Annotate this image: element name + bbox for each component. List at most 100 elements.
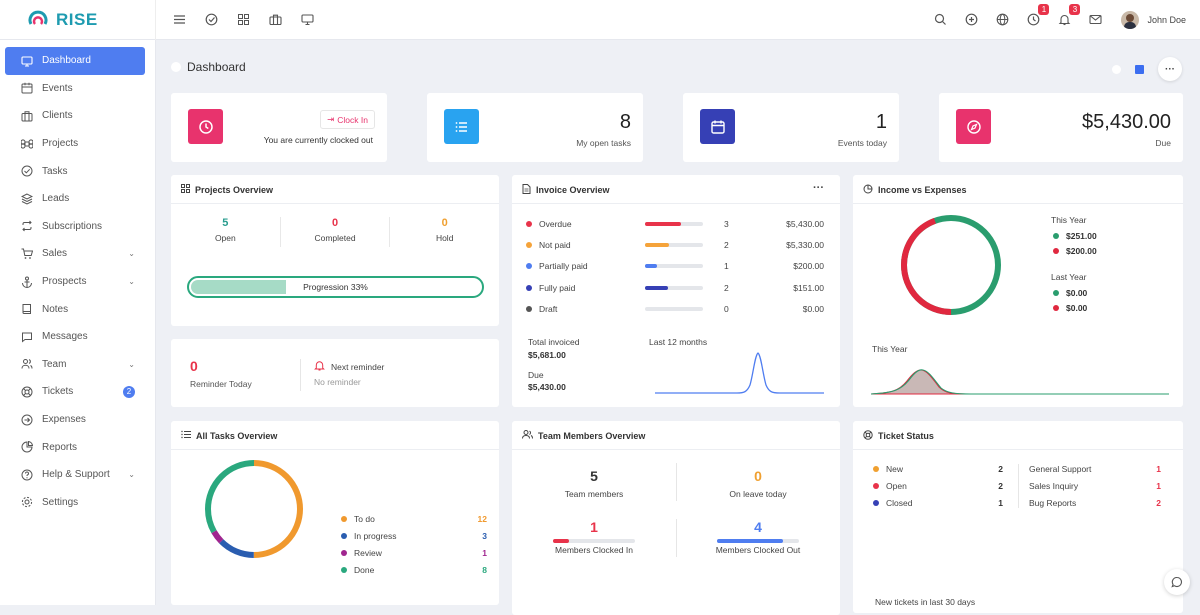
sidebar-item-label: Help & Support (42, 469, 110, 481)
users-icon (21, 358, 33, 370)
sidebar-item-projects[interactable]: Projects (5, 130, 145, 158)
invoice-row-bar (645, 285, 703, 290)
ticket-status-closed[interactable]: Closed (873, 498, 912, 508)
calendar-icon (21, 82, 33, 94)
sidebar-item-leads[interactable]: Leads (5, 185, 145, 213)
ticket-type-label[interactable]: Bug Reports (1029, 498, 1077, 508)
ticket-type-count: 1 (1156, 481, 1161, 491)
income-expenses-header: Income vs Expenses (863, 184, 967, 196)
more-options-button[interactable]: ··· (1158, 57, 1182, 81)
invoice-row-draft[interactable]: Draft (526, 304, 557, 314)
layers-icon (21, 193, 33, 205)
monitor-icon[interactable] (294, 7, 320, 33)
chevron-down-icon[interactable]: ⌄ (128, 359, 135, 369)
ticket-status-count: 1 (998, 498, 1003, 508)
ticket-type-label[interactable]: General Support (1029, 464, 1092, 474)
sidebar-item-team[interactable]: Team ⌄ (5, 351, 145, 379)
events-today-value: 1 (875, 111, 887, 133)
search-icon[interactable] (927, 7, 953, 33)
lifebuoy-icon (863, 430, 873, 442)
sidebar-item-clients[interactable]: Clients (5, 102, 145, 130)
sidebar-item-label: Sales (42, 248, 68, 260)
task-status-review[interactable]: Review (341, 548, 382, 558)
invoice-row-overdue[interactable]: Overdue (526, 219, 572, 229)
sidebar-item-help-support[interactable]: Help & Support ⌄ (5, 461, 145, 489)
invoice-row-bar (645, 243, 703, 248)
sidebar-item-tickets[interactable]: Tickets 2 (5, 378, 145, 406)
projects-overview-header: Projects Overview (181, 184, 273, 195)
projects-progress-fill (191, 280, 286, 294)
chevron-down-icon[interactable]: ⌄ (128, 277, 135, 287)
monitor-icon (21, 55, 33, 67)
sidebar-item-reports[interactable]: Reports (5, 433, 145, 461)
sidebar-item-sales[interactable]: Sales ⌄ (5, 240, 145, 268)
sign-in-icon: ⇥ (327, 114, 335, 124)
chevron-down-icon[interactable]: ⌄ (128, 249, 135, 259)
mail-icon[interactable] (1082, 7, 1108, 33)
project-stat-0[interactable]: 5 Open (171, 217, 281, 247)
sidebar-item-messages[interactable]: Messages (5, 323, 145, 351)
ticket-type-label[interactable]: Sales Inquiry (1029, 481, 1079, 491)
invoice-row-label: Fully paid (539, 282, 576, 293)
this-year-income-value: $251.00 (1066, 231, 1097, 241)
project-stat-2[interactable]: 0 Hold (390, 217, 499, 247)
due-value: $5,430.00 (1082, 111, 1171, 133)
sidebar-item-subscriptions[interactable]: Subscriptions (5, 213, 145, 241)
clock-icon[interactable]: 1 (1020, 3, 1050, 33)
ticket-status-open[interactable]: Open (873, 481, 907, 491)
project-stat-value: 5 (222, 217, 229, 229)
invoice-more-button[interactable]: ··· (813, 182, 824, 194)
clock-status: You are currently clocked out (263, 135, 373, 145)
invoice-row-partially-paid[interactable]: Partially paid (526, 261, 588, 271)
brand-logo-icon (28, 10, 48, 25)
grid-icon[interactable] (230, 7, 256, 33)
sidebar-item-expenses[interactable]: Expenses (5, 406, 145, 434)
briefcase-icon[interactable] (262, 7, 288, 33)
sidebar-item-events[interactable]: Events (5, 75, 145, 103)
last-year-expense-value: $0.00 (1066, 303, 1088, 313)
sidebar-item-dashboard[interactable]: Dashboard (5, 47, 145, 75)
due-card[interactable]: $5,430.00 Due (939, 93, 1183, 162)
ticket-status-new[interactable]: New (873, 464, 903, 474)
sidebar-item-tasks[interactable]: Tasks (5, 157, 145, 185)
users-icon (522, 430, 533, 441)
user-menu[interactable]: John Doe (1121, 10, 1186, 29)
clock-in-button[interactable]: ⇥ Clock In (320, 110, 375, 129)
plus-circle-icon[interactable] (958, 7, 984, 33)
clock-card: ⇥ Clock In You are currently clocked out (171, 93, 387, 162)
task-status-in-progress[interactable]: In progress (341, 531, 397, 541)
compass-icon (956, 109, 991, 144)
pie-icon (863, 184, 873, 196)
open-tasks-label: My open tasks (576, 138, 631, 148)
status-dot (526, 305, 532, 312)
dashboard-selector[interactable] (1135, 64, 1144, 74)
task-status-done[interactable]: Done (341, 565, 374, 575)
check-circle-icon[interactable] (198, 7, 224, 33)
sidebar-item-notes[interactable]: Notes (5, 295, 145, 323)
bell-icon[interactable]: 3 (1051, 3, 1081, 33)
events-today-card[interactable]: 1 Events today (683, 93, 899, 162)
menu-icon[interactable] (166, 7, 192, 33)
donut-segment-done[interactable] (205, 460, 303, 558)
sidebar-count-badge: 2 (123, 385, 135, 398)
task-status-to-do[interactable]: To do (341, 514, 375, 524)
invoice-row-not-paid[interactable]: Not paid (526, 240, 571, 250)
sidebar-item-prospects[interactable]: Prospects ⌄ (5, 268, 145, 296)
sidebar-item-label: Projects (42, 138, 79, 150)
projects-progress-bar: Progression 33% (187, 276, 484, 298)
dashboard-toggle-dot[interactable] (1112, 64, 1121, 74)
ticket-type-count: 2 (1156, 498, 1161, 508)
invoice-row-bar-fill (645, 264, 657, 269)
invoice-row-label: Draft (539, 303, 558, 314)
invoice-row-bar-fill (645, 243, 670, 248)
chat-button[interactable] (1164, 569, 1190, 595)
chevron-down-icon[interactable]: ⌄ (128, 470, 135, 480)
brand[interactable]: RISE (0, 0, 156, 40)
open-tasks-card[interactable]: 8 My open tasks (427, 93, 643, 162)
sidebar-item-label: Notes (42, 303, 69, 315)
sidebar-item-settings[interactable]: Settings (5, 489, 145, 517)
next-reminder[interactable]: Next reminder (314, 360, 384, 373)
globe-icon[interactable] (989, 7, 1015, 33)
invoice-row-fully-paid[interactable]: Fully paid (526, 283, 575, 293)
project-stat-1[interactable]: 0 Completed (281, 217, 391, 247)
